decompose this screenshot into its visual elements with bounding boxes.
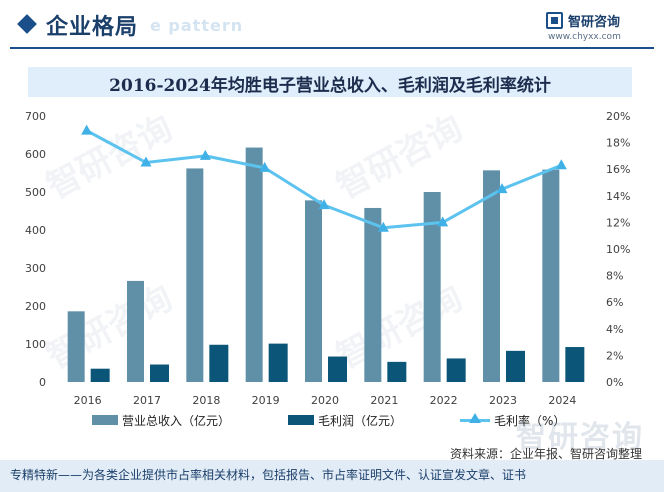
y-right-tick-label: 6% [606,296,623,309]
chart-plot: 0 100 200 300 400 500 600 700 0% 2% 4% 6% 8% 10% 12% 14… [25,110,630,407]
footer-text: 专精特新——为各类企业提供市占率相关材料，包括报告、市占率证明文件、认证宣发文章… [10,468,527,482]
y-right-tick-label: 2% [606,349,623,362]
point-margin [377,221,389,232]
y-right-tick-label: 0% [606,376,623,389]
legend: 营业总收入（亿元） 毛利润（亿元） 毛利率（%） [0,410,664,432]
watermark-large: 智研咨询 [516,420,644,455]
x-tick-label: 2019 [252,394,280,407]
y-right-tick-label: 4% [606,323,623,336]
bar-profit [506,350,525,382]
chart-title: 2016-2024年均胜电子营业总收入、毛利润及毛利率统计 [109,76,551,96]
y-left-tick-label: 0 [39,376,46,389]
point-margin [496,183,508,194]
y-left-tick-label: 400 [25,224,46,237]
section-title: 企业格局 [46,15,139,40]
point-margin [140,156,152,167]
point-margin [437,216,449,227]
legend-label-profit: 毛利润（亿元） [318,414,403,428]
bar-revenue [245,147,263,382]
source-note: 资料来源：企业年报、智研咨询整理 [449,447,642,461]
header: e pattern 企业格局 智研咨询 www.chyxx.com [0,0,664,50]
y-left-tick-label: 500 [25,186,46,199]
bar-profit [328,356,347,382]
x-tick-label: 2018 [192,394,220,407]
x-tick-label: 2024 [548,394,576,407]
y-right-tick-label: 16% [606,163,630,176]
bar-revenue [483,170,500,382]
x-tick-label: 2023 [489,394,517,407]
bar-profit [90,368,110,382]
point-margin [318,199,330,210]
legend-swatch-profit [288,415,314,425]
diamond-icon [17,14,37,34]
bar-revenue [67,311,85,382]
y-right-tick-label: 14% [606,190,630,203]
y-left-tick-label: 700 [25,110,46,123]
y-right-tick-label: 10% [606,243,630,256]
legend-swatch-revenue [92,415,118,425]
x-tick-label: 2016 [74,394,102,407]
y-left-tick-label: 300 [25,262,46,275]
point-margin [81,124,93,135]
y-right-tick-label: 20% [606,110,630,123]
bar-revenue [423,192,441,382]
y-left-tick-label: 100 [25,338,46,351]
bar-profit [446,358,466,382]
bar-revenue [186,168,204,382]
bar-profit [565,347,585,382]
legend-marker-triangle-icon [469,413,481,423]
point-margin [199,149,211,160]
bar-profit [387,361,407,382]
bar-revenue [305,200,322,382]
point-margin [555,159,567,170]
x-tick-label: 2017 [133,394,161,407]
point-margin [259,161,271,172]
brand-logo-icon [546,12,563,29]
y-right-tick-label: 8% [606,270,623,283]
legend-label-margin: 毛利率（%） [494,414,566,428]
brand-url: www.chyxx.com [548,32,621,42]
bar-profit [150,364,169,382]
brand: 智研咨询 www.chyxx.com [546,10,650,46]
x-tick-label: 2020 [311,394,339,407]
y-right-tick-label: 12% [606,216,630,229]
y-right-tick-label: 18% [606,137,630,150]
bar-revenue [127,280,144,382]
brand-name: 智研咨询 [568,15,621,30]
bar-profit [268,343,288,382]
chart-title-bar: 2016-2024年均胜电子营业总收入、毛利润及毛利率统计 [28,67,632,97]
bar-profit [209,344,229,382]
x-tick-label: 2021 [370,394,398,407]
bar-revenue [542,169,560,382]
footer-bar: 专精特新——为各类企业提供市占率相关材料，包括报告、市占率证明文件、认证宣发文章… [0,460,664,492]
y-left-tick-label: 200 [25,300,46,313]
header-divider [10,47,654,49]
bar-revenue [364,207,382,382]
x-tick-label: 2022 [430,394,458,407]
legend-label-revenue: 营业总收入（亿元） [122,414,231,428]
y-left-tick-label: 600 [25,148,46,161]
section-title-ghost: e pattern [150,16,244,35]
